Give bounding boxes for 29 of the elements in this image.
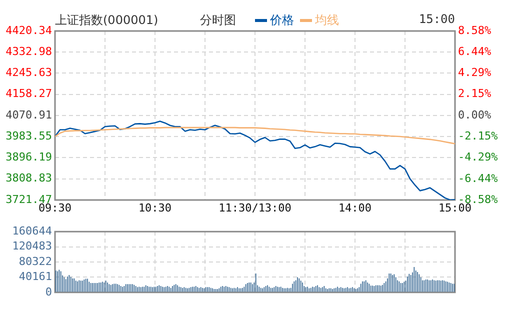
y2-tick-label: 6.44%: [458, 44, 492, 58]
y2-tick-label: -6.44%: [458, 172, 498, 185]
chart-subtitle: 分时图: [200, 12, 236, 29]
y-tick-label: 4245.63: [6, 66, 52, 80]
y2-tick-label: 2.15%: [458, 87, 492, 100]
y-tick-label: 3808.83: [6, 172, 52, 185]
text: 15:00: [418, 12, 455, 26]
legend-label: 均线: [315, 12, 339, 29]
chart-title: 上证指数(000001): [55, 12, 158, 29]
y-tick-label: 4420.34: [6, 24, 52, 37]
y-tick-label: 4158.27: [6, 87, 52, 100]
y-tick-label: 160644: [12, 224, 52, 238]
y2-tick-label: -2.15%: [458, 130, 498, 143]
y-tick-label: 3983.55: [6, 129, 52, 142]
y-tick-label: 80322: [18, 254, 52, 268]
y-tick-label: 4332.98: [6, 44, 52, 58]
x-tick-label: 14:00: [338, 201, 372, 214]
legend-label: 价格: [270, 12, 294, 29]
x-tick-label: 10:30: [138, 201, 172, 214]
y2-tick-label: -4.29%: [458, 150, 498, 164]
x-tick-label: 11:30/13:00: [218, 201, 292, 214]
y2-tick-label: 8.58%: [458, 24, 492, 37]
y-tick-label: 40161: [18, 270, 52, 284]
y-tick-label: 120483: [12, 240, 52, 253]
y-tick-label: 4070.91: [6, 108, 52, 122]
y2-tick-label: 0.00%: [458, 108, 492, 122]
y-tick-label: 0: [45, 285, 52, 298]
y2-tick-label: 4.29%: [458, 66, 492, 80]
y-tick-label: 3896.19: [6, 150, 52, 164]
